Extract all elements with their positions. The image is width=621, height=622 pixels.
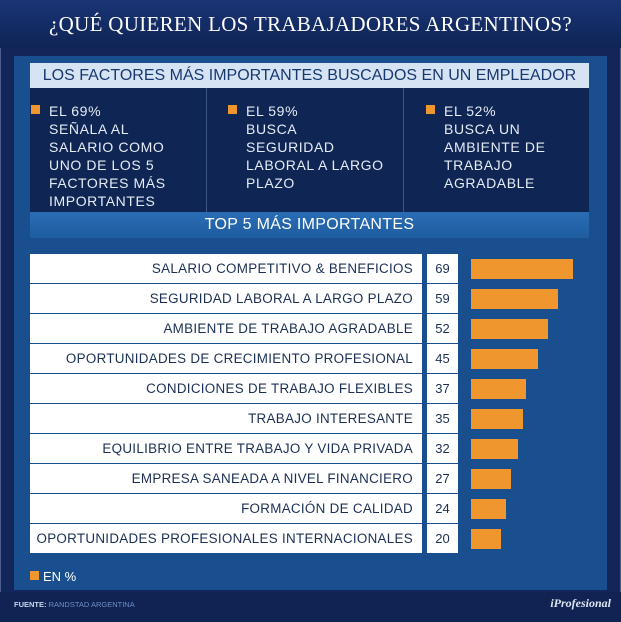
fact-line: FACTORES MÁS xyxy=(49,175,166,191)
category-label: SALARIO COMPETITIVO & BENEFICIOS xyxy=(30,254,422,283)
category-label: AMBIENTE DE TRABAJO AGRADABLE xyxy=(30,314,422,343)
source-label: FUENTE: xyxy=(14,600,47,609)
fact-line: PLAZO xyxy=(246,175,295,191)
facts-box: EL 69% SEÑALA AL SALARIO COMO UNO DE LOS… xyxy=(30,88,589,212)
fact-line: TRABAJO xyxy=(444,157,513,173)
category-label: OPORTUNIDADES PROFESIONALES INTERNACIONA… xyxy=(30,524,422,553)
value-label: 24 xyxy=(427,494,458,523)
bar xyxy=(471,319,548,339)
orange-square-icon xyxy=(426,105,435,114)
bar xyxy=(471,469,511,489)
bar xyxy=(471,259,573,279)
page-title: ¿QUÉ QUIEREN LOS TRABAJADORES ARGENTINOS… xyxy=(0,0,621,48)
value-label: 20 xyxy=(427,524,458,553)
legend-swatch xyxy=(30,571,39,580)
fact-line: SALARIO COMO xyxy=(49,139,165,155)
fact-line: SEÑALA AL xyxy=(49,121,130,137)
source-note: FUENTE: RANDSTAD ARGENTINA xyxy=(14,600,135,609)
bar-chart: SALARIO COMPETITIVO & BENEFICIOS 69 SEGURI… xyxy=(30,254,589,554)
fact-2: EL 59% BUSCA SEGURIDAD LABORAL A LARGO P… xyxy=(228,102,384,192)
subtitle: LOS FACTORES MÁS IMPORTANTES BUSCADOS EN… xyxy=(30,63,589,88)
legend-label: EN % xyxy=(43,569,77,584)
source-text: RANDSTAD ARGENTINA xyxy=(48,600,135,609)
fact-3: EL 52% BUSCA UN AMBIENTE DE TRABAJO AGRA… xyxy=(426,102,546,192)
bar xyxy=(471,439,518,459)
category-label: TRABAJO INTERESANTE xyxy=(30,404,422,433)
bar xyxy=(471,499,506,519)
value-label: 35 xyxy=(427,404,458,433)
brand-logo: iProfesional xyxy=(550,596,611,610)
fact-line: EL 52% xyxy=(444,103,497,119)
value-label: 59 xyxy=(427,284,458,313)
fact-line: BUSCA xyxy=(246,121,298,137)
fact-line: LABORAL A LARGO xyxy=(246,157,384,173)
category-label: EQUILIBRIO ENTRE TRABAJO Y VIDA PRIVADA xyxy=(30,434,422,463)
bar xyxy=(471,379,526,399)
fact-line: AGRADABLE xyxy=(444,175,535,191)
footer: FUENTE: RANDSTAD ARGENTINA iProfesional xyxy=(0,592,621,622)
value-label: 27 xyxy=(427,464,458,493)
orange-square-icon xyxy=(228,105,237,114)
value-label: 52 xyxy=(427,314,458,343)
bar xyxy=(471,289,558,309)
bar xyxy=(471,409,523,429)
category-label: CONDICIONES DE TRABAJO FLEXIBLES xyxy=(30,374,422,403)
value-label: 32 xyxy=(427,434,458,463)
fact-line: SEGURIDAD xyxy=(246,139,335,155)
category-label: FORMACIÓN DE CALIDAD xyxy=(30,494,422,523)
category-label: OPORTUNIDADES DE CRECIMIENTO PROFESIONAL xyxy=(30,344,422,373)
chart-title: TOP 5 MÁS IMPORTANTES xyxy=(30,212,589,238)
fact-1: EL 69% SEÑALA AL SALARIO COMO UNO DE LOS… xyxy=(31,102,166,210)
fact-line: IMPORTANTES xyxy=(49,193,156,209)
fact-line: EL 59% xyxy=(246,103,299,119)
category-label: SEGURIDAD LABORAL A LARGO PLAZO xyxy=(30,284,422,313)
divider xyxy=(206,88,207,212)
fact-line: AMBIENTE DE xyxy=(444,139,546,155)
orange-square-icon xyxy=(31,105,40,114)
fact-line: UNO DE LOS 5 xyxy=(49,157,155,173)
category-label: EMPRESA SANEADA A NIVEL FINANCIERO xyxy=(30,464,422,493)
fact-line: EL 69% xyxy=(49,103,102,119)
fact-line: BUSCA UN xyxy=(444,121,521,137)
value-label: 37 xyxy=(427,374,458,403)
value-label: 45 xyxy=(427,344,458,373)
divider xyxy=(403,88,404,212)
bar xyxy=(471,529,501,549)
value-label: 69 xyxy=(427,254,458,283)
bar xyxy=(471,349,538,369)
